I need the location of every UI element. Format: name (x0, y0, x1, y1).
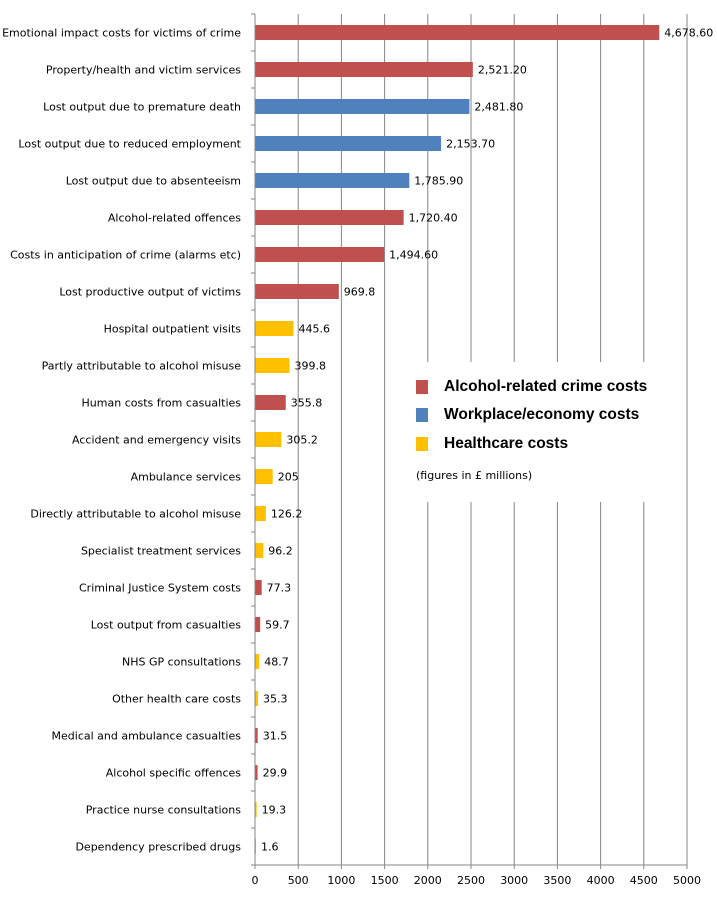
value-label: 48.7 (264, 656, 289, 669)
value-label: 59.7 (265, 619, 290, 632)
category-label: Human costs from casualties (82, 397, 242, 410)
category-label: Lost output due to premature death (43, 101, 241, 114)
bar (255, 321, 294, 336)
bar (255, 654, 260, 669)
category-label: Lost output due to reduced employment (18, 138, 241, 151)
value-label: 77.3 (267, 582, 292, 595)
category-label: Lost output due to absenteeism (66, 175, 241, 188)
category-label: Ambulance services (131, 471, 242, 484)
value-label: 399.8 (295, 360, 327, 373)
category-label: Property/health and victim services (46, 64, 241, 77)
bar (255, 691, 259, 706)
category-label: Specialist treatment services (81, 545, 241, 558)
bar (255, 765, 258, 780)
x-tick-label: 4500 (630, 874, 658, 887)
category-label: Criminal Justice System costs (79, 582, 241, 595)
x-tick-label: 500 (288, 874, 309, 887)
category-label: Hospital outpatient visits (104, 323, 242, 336)
category-label: Emotional impact costs for victims of cr… (2, 27, 241, 40)
bar (255, 543, 264, 558)
value-label: 2,521.20 (478, 64, 527, 77)
value-label: 31.5 (263, 730, 288, 743)
bar (255, 395, 286, 410)
category-label: NHS GP consultations (122, 656, 241, 669)
bar (255, 580, 262, 595)
bar (255, 432, 282, 447)
category-label: Alcohol specific offences (106, 767, 242, 780)
bar (255, 62, 473, 77)
bar (255, 617, 261, 632)
bar (255, 136, 442, 151)
x-tick-label: 2500 (457, 874, 485, 887)
category-label: Accident and emergency visits (72, 434, 241, 447)
x-tick-label: 5000 (673, 874, 701, 887)
bar (255, 358, 290, 373)
value-label: 126.2 (271, 508, 303, 521)
legend: Alcohol-related crime costs Workplace/ec… (402, 362, 685, 502)
value-label: 2,481.80 (474, 101, 523, 114)
x-tick-label: 0 (252, 874, 259, 887)
units-note: (figures in £ millions) (416, 469, 533, 482)
category-label: Lost output from casualties (91, 619, 242, 632)
category-label: Alcohol-related offences (108, 212, 241, 225)
bar (255, 247, 385, 262)
legend-label-health: Healthcare costs (444, 435, 569, 452)
legend-item-workplace: Workplace/economy costs (416, 406, 639, 424)
legend-swatch-crime (416, 380, 428, 394)
legend-swatch-workplace (416, 408, 428, 422)
x-tick-label: 1500 (371, 874, 399, 887)
bar (255, 506, 266, 521)
bar (255, 284, 339, 299)
bar (255, 469, 273, 484)
value-label: 1,785.90 (414, 175, 463, 188)
bar (255, 802, 257, 817)
bar (255, 99, 470, 114)
category-label: Dependency prescribed drugs (75, 841, 241, 854)
category-label: Other health care costs (112, 693, 241, 706)
x-tick-label: 3000 (500, 874, 528, 887)
value-label: 1,494.60 (389, 249, 438, 262)
x-tick-label: 4000 (587, 874, 615, 887)
axes (251, 13, 687, 866)
value-label: 19.3 (262, 804, 287, 817)
x-tick-label: 3500 (543, 874, 571, 887)
category-label: Practice nurse consultations (86, 804, 242, 817)
category-label: Medical and ambulance casualties (52, 730, 242, 743)
value-label: 2,153.70 (446, 138, 495, 151)
bar (255, 25, 660, 40)
legend-label-workplace: Workplace/economy costs (444, 406, 640, 423)
value-labels: 4,678.60 2,521.20 2,481.80 2,153.70 1,785.90… (261, 27, 713, 854)
value-label: 205 (278, 471, 299, 484)
x-tick-label: 1000 (327, 874, 355, 887)
x-tick-labels: 0 500 1000 1500 2000 2500 3000 3500 4000 4500 5000 (252, 865, 701, 887)
bar (255, 210, 404, 225)
value-label: 305.2 (286, 434, 318, 447)
category-labels: Emotional impact costs for victims of cr… (2, 27, 242, 854)
legend-swatch-health (416, 437, 428, 451)
value-label: 445.6 (298, 323, 330, 336)
legend-item-health: Healthcare costs (416, 435, 568, 453)
bar (255, 728, 258, 743)
bar (255, 173, 410, 188)
value-label: 4,678.60 (664, 27, 713, 40)
value-label: 35.3 (263, 693, 288, 706)
category-label: Costs in anticipation of crime (alarms e… (10, 249, 241, 262)
x-tick-label: 2000 (414, 874, 442, 887)
value-label: 355.8 (291, 397, 323, 410)
value-label: 1.6 (261, 841, 279, 854)
value-label: 96.2 (268, 545, 293, 558)
value-label: 29.9 (263, 767, 288, 780)
legend-label-crime: Alcohol-related crime costs (444, 378, 648, 395)
bars (255, 25, 660, 854)
category-label: Partly attributable to alcohol misuse (42, 360, 242, 373)
category-label: Lost productive output of victims (59, 286, 241, 299)
legend-item-crime: Alcohol-related crime costs (416, 378, 647, 396)
category-label: Directly attributable to alcohol misuse (30, 508, 241, 521)
value-label: 969.8 (344, 286, 376, 299)
value-label: 1,720.40 (409, 212, 458, 225)
